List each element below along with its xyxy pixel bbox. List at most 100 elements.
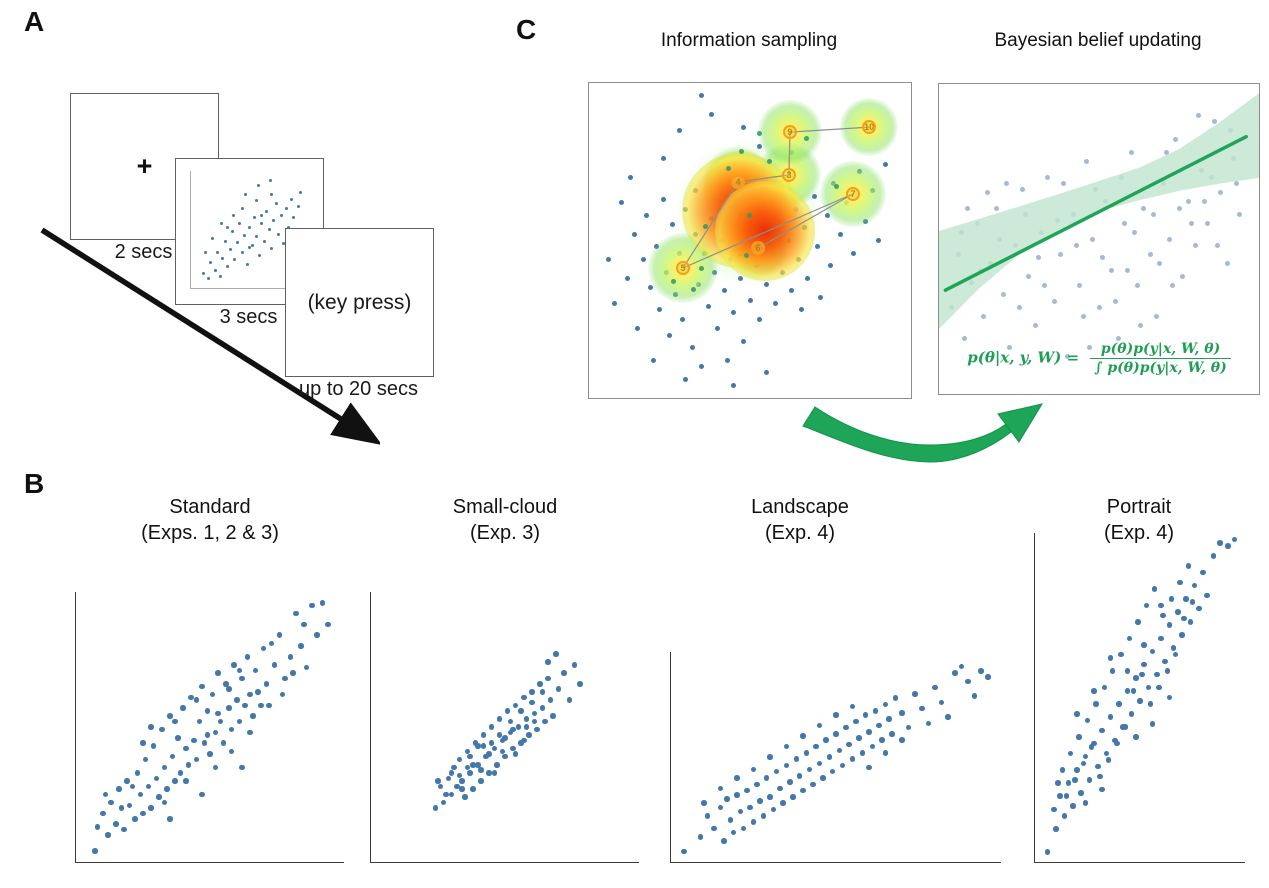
data-point: [1141, 661, 1147, 668]
data-point: [679, 316, 685, 322]
data-point: [1080, 760, 1087, 767]
data-point: [1096, 304, 1102, 310]
data-point: [102, 791, 109, 798]
data-point: [856, 735, 862, 741]
data-point: [737, 275, 743, 281]
data-point: [260, 222, 264, 226]
data-point: [816, 722, 823, 729]
data-point: [1237, 211, 1243, 217]
data-point: [876, 238, 882, 243]
data-point: [985, 674, 991, 680]
data-point: [213, 268, 217, 272]
data-point: [1181, 615, 1187, 622]
data-point: [1128, 711, 1135, 717]
data-point: [1124, 688, 1131, 694]
data-point: [1118, 651, 1124, 658]
data-point: [1128, 149, 1134, 155]
fixation-markers-layer: 3 4 5 6 7 9 10: [589, 83, 911, 398]
scanpath-lines: [682, 126, 870, 269]
data-point: [1166, 236, 1172, 242]
data-point: [1172, 651, 1179, 658]
data-point: [876, 722, 882, 729]
small-cloud-title-line1: Small-cloud: [452, 496, 558, 518]
panel-c-label: C: [516, 14, 537, 45]
data-point: [232, 213, 236, 217]
data-point: [240, 206, 244, 210]
fixation-marker: 10: [862, 120, 877, 135]
data-point: [1061, 180, 1067, 186]
data-point: [480, 743, 487, 749]
data-point: [1097, 773, 1103, 780]
data-point: [518, 708, 524, 714]
data-point: [561, 670, 567, 676]
data-point: [882, 701, 889, 708]
data-point: [1058, 252, 1064, 257]
data-point: [185, 762, 192, 768]
data-point: [1217, 540, 1223, 546]
data-point: [777, 785, 783, 792]
data-point: [169, 753, 176, 760]
data-point: [1162, 658, 1168, 665]
data-point: [1131, 230, 1137, 236]
data-point: [1042, 283, 1048, 288]
data-point: [175, 735, 181, 741]
data-point: [256, 183, 260, 187]
data-point: [209, 260, 213, 264]
data-point: [717, 804, 724, 811]
data-point: [1210, 553, 1217, 559]
data-point: [291, 216, 295, 220]
data-point: [1070, 803, 1076, 809]
data-point: [515, 724, 522, 730]
data-point: [701, 800, 707, 806]
data-point: [287, 654, 294, 660]
data-point: [226, 265, 230, 269]
gaze-samples-layer: [589, 83, 911, 398]
data-point: [183, 778, 189, 784]
formula-numerator: p(θ)p(y|x, W, θ): [1090, 341, 1231, 359]
data-point: [118, 805, 125, 811]
data-point: [899, 737, 905, 743]
data-point: [789, 288, 795, 294]
data-point: [1053, 826, 1059, 832]
data-point: [258, 702, 264, 709]
data-point: [467, 753, 473, 760]
data-point: [1072, 777, 1078, 783]
data-point: [529, 689, 535, 695]
data-point: [223, 239, 227, 243]
data-point: [161, 799, 168, 806]
data-point: [464, 748, 471, 755]
gaze-sample-point: [698, 266, 704, 272]
data-point: [1158, 602, 1164, 609]
data-point: [577, 681, 583, 687]
data-point: [879, 737, 885, 743]
landscape-title-line1: Landscape: [751, 496, 849, 518]
data-point: [1074, 242, 1080, 248]
data-point: [271, 662, 278, 668]
data-point: [1137, 698, 1143, 704]
data-point: [1086, 345, 1092, 350]
data-point: [1147, 701, 1154, 707]
data-point: [1112, 298, 1118, 304]
data-point: [529, 699, 535, 706]
data-point: [1122, 724, 1129, 730]
data-point: [1231, 536, 1238, 543]
data-point: [853, 718, 859, 725]
data-point: [919, 705, 925, 712]
data-point: [806, 766, 813, 773]
small-cloud-title: Small-cloud (Exp. 3): [395, 494, 615, 546]
data-point: [266, 702, 272, 709]
data-point: [1195, 112, 1201, 118]
data-point: [1099, 255, 1105, 261]
data-point: [209, 691, 216, 698]
bayesian-updating-panel: p(θ|x, y, W) = p(θ)p(y|x, W, θ) ∫ p(θ)p(…: [938, 83, 1260, 395]
landscape-title: Landscape (Exp. 4): [690, 494, 910, 546]
data-point: [681, 848, 687, 855]
data-point: [496, 716, 503, 722]
data-point: [757, 316, 763, 322]
data-point: [978, 668, 984, 674]
data-point: [432, 805, 439, 811]
landscape-scatterplot: [670, 652, 1001, 863]
data-point: [499, 748, 506, 755]
data-point: [1059, 767, 1066, 773]
